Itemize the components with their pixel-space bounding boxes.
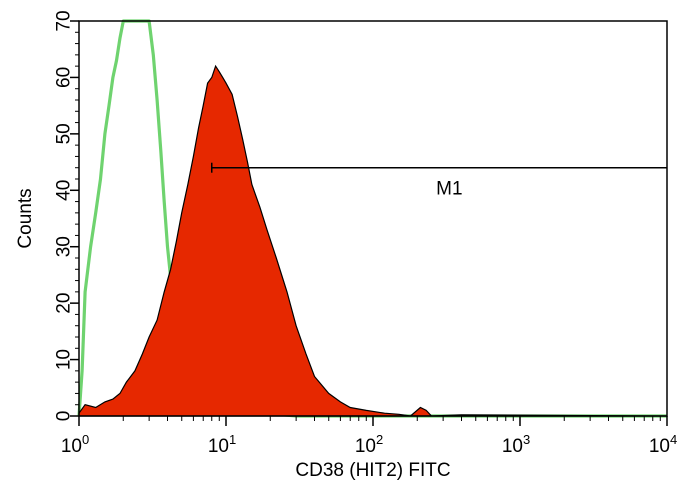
- x-axis-title: CD38 (HIT2) FITC: [295, 460, 450, 481]
- y-axis-title: Counts: [15, 188, 36, 248]
- y-tick-label: 70: [54, 10, 75, 31]
- marker-label: M1: [436, 179, 462, 200]
- y-tick-label: 50: [54, 123, 75, 144]
- x-tick-base: 10: [355, 436, 376, 457]
- x-tick-label: 102: [355, 432, 383, 457]
- x-tick-base: 10: [502, 436, 523, 457]
- y-tick-label: 60: [54, 67, 75, 88]
- x-tick-exponent: 3: [523, 432, 530, 447]
- x-tick-exponent: 2: [376, 432, 383, 447]
- marker-layer: M1: [211, 162, 667, 200]
- x-tick-base: 10: [208, 436, 229, 457]
- x-tick-label: 103: [502, 432, 530, 457]
- x-axis-ticks: 100 101 102 103 104: [61, 416, 677, 457]
- y-tick-label: 0: [54, 411, 75, 422]
- series-filled-histogram: [78, 64, 668, 417]
- x-tick-base: 10: [649, 436, 670, 457]
- y-tick-label: 10: [54, 349, 75, 370]
- x-tick-label: 104: [649, 432, 677, 457]
- x-tick-exponent: 1: [229, 432, 236, 447]
- x-tick-label: 100: [61, 432, 89, 457]
- x-tick-exponent: 4: [670, 432, 677, 447]
- y-tick-label: 30: [54, 236, 75, 257]
- series-layer: [77, 19, 668, 418]
- x-tick-exponent: 0: [82, 432, 89, 447]
- y-axis-ticks: 0 10 20 30 40 50 60 70: [54, 10, 79, 421]
- y-tick-label: 40: [54, 180, 75, 201]
- y-tick-label: 20: [54, 293, 75, 314]
- x-tick-label: 101: [208, 432, 236, 457]
- x-tick-base: 10: [61, 436, 82, 457]
- y-axis-title-group: Counts: [15, 188, 36, 248]
